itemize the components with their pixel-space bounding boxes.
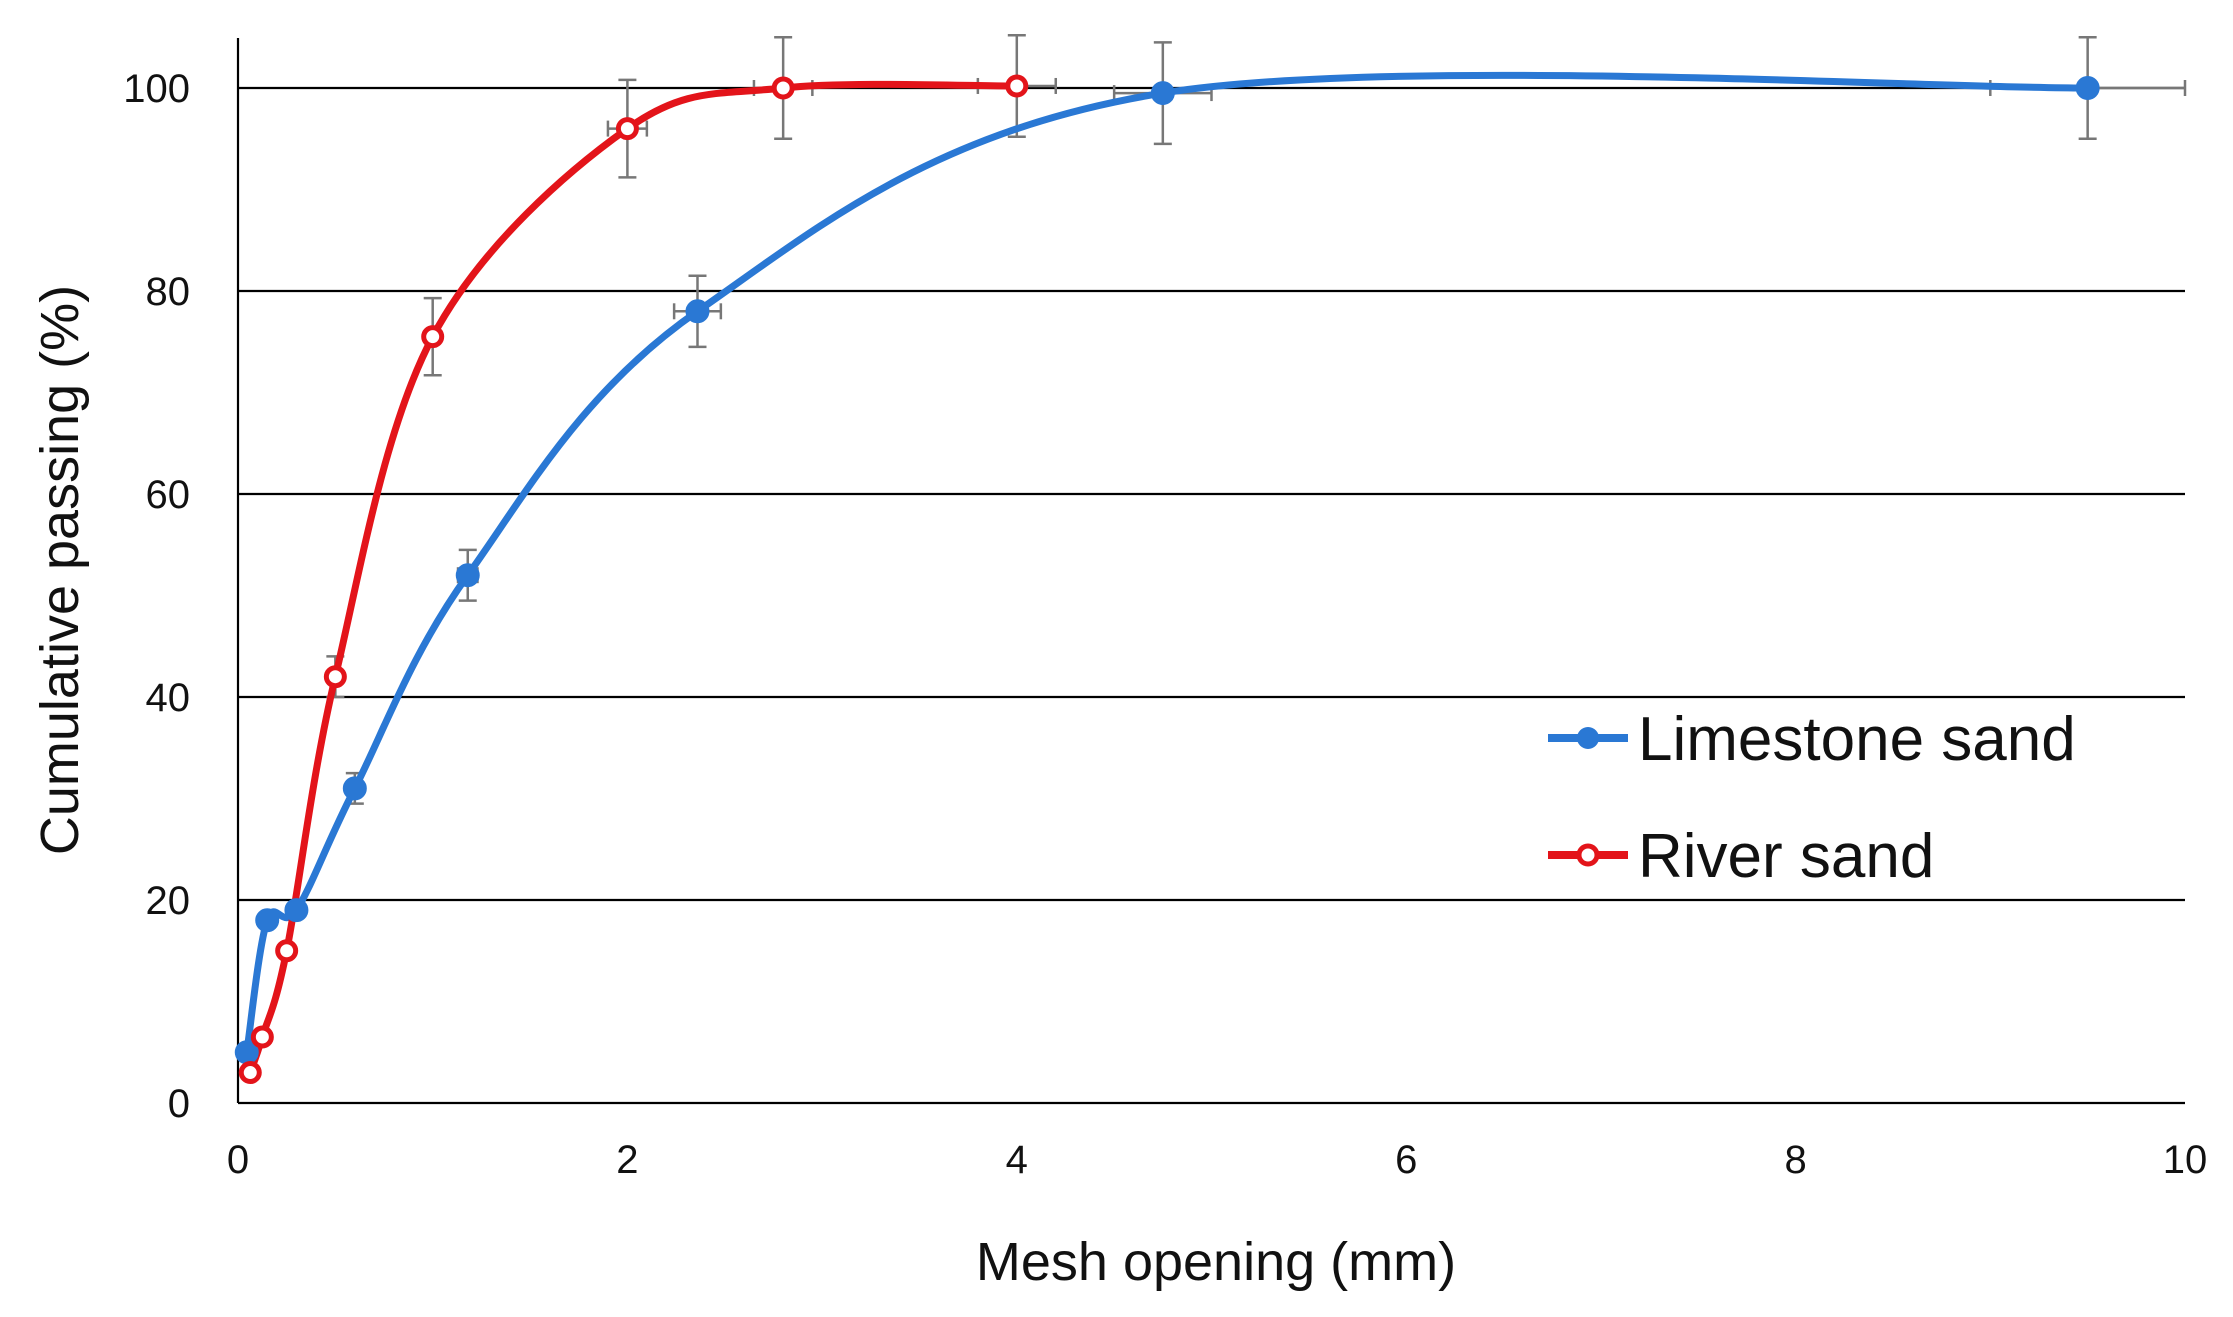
- data-point-river-sand-3: [323, 665, 347, 689]
- legend-label-river: River sand: [1638, 822, 1934, 891]
- legend-item-river: River sand: [1548, 822, 1934, 891]
- x-tick-label-4: 4: [1006, 1138, 1028, 1182]
- data-point-river-sand-5: [615, 117, 639, 141]
- x-tick-label-2: 2: [616, 1138, 638, 1182]
- y-axis-ticks: 0 20 40 60 80 100: [123, 67, 190, 1126]
- y-axis-title: Cumulative passing (%): [30, 285, 90, 855]
- data-point-river-sand-0: [238, 1061, 262, 1085]
- data-point-limestone-sand-6: [1150, 81, 1175, 106]
- y-tick-label-0: 0: [168, 1082, 190, 1126]
- data-point-river-sand-2: [275, 939, 299, 963]
- data-point-river-sand-1: [250, 1025, 274, 1049]
- y-tick-label-20: 20: [146, 879, 191, 923]
- y-tick-label-80: 80: [146, 270, 191, 314]
- data-point-limestone-sand-2: [284, 898, 309, 923]
- x-tick-label-6: 6: [1395, 1138, 1417, 1182]
- y-tick-label-60: 60: [146, 473, 191, 517]
- x-axis-ticks: 0 2 4 6 8 10: [227, 1138, 2207, 1182]
- data-point-river-sand-7: [1005, 74, 1029, 98]
- x-tick-label-10: 10: [2163, 1138, 2208, 1182]
- y-tick-label-100: 100: [123, 67, 190, 111]
- data-point-river-sand-4: [421, 325, 445, 349]
- data-point-limestone-sand-7: [2075, 76, 2100, 100]
- axes: [236, 38, 2185, 1105]
- legend-swatch-marker-limestone: [1577, 727, 1599, 749]
- data-point-limestone-sand-3: [342, 776, 367, 801]
- data-point-limestone-sand-1: [255, 908, 280, 933]
- legend-item-limestone: Limestone sand: [1548, 705, 2076, 774]
- y-tick-label-40: 40: [146, 676, 191, 720]
- data-point-limestone-sand-5: [685, 299, 710, 324]
- x-tick-label-8: 8: [1784, 1138, 1806, 1182]
- legend-swatch-marker-river: [1576, 843, 1600, 867]
- data-point-limestone-sand-4: [455, 563, 480, 588]
- series-line-river-sand: [246, 80, 1021, 1077]
- data-markers: [234, 74, 2100, 1085]
- legend: Limestone sand River sand: [1548, 705, 2076, 891]
- x-tick-label-0: 0: [227, 1138, 249, 1182]
- legend-label-limestone: Limestone sand: [1638, 705, 2076, 774]
- series-curves: [243, 71, 2092, 1077]
- x-axis-title: Mesh opening (mm): [976, 1232, 1456, 1292]
- error-bars: [326, 33, 2187, 805]
- data-point-river-sand-6: [771, 76, 795, 100]
